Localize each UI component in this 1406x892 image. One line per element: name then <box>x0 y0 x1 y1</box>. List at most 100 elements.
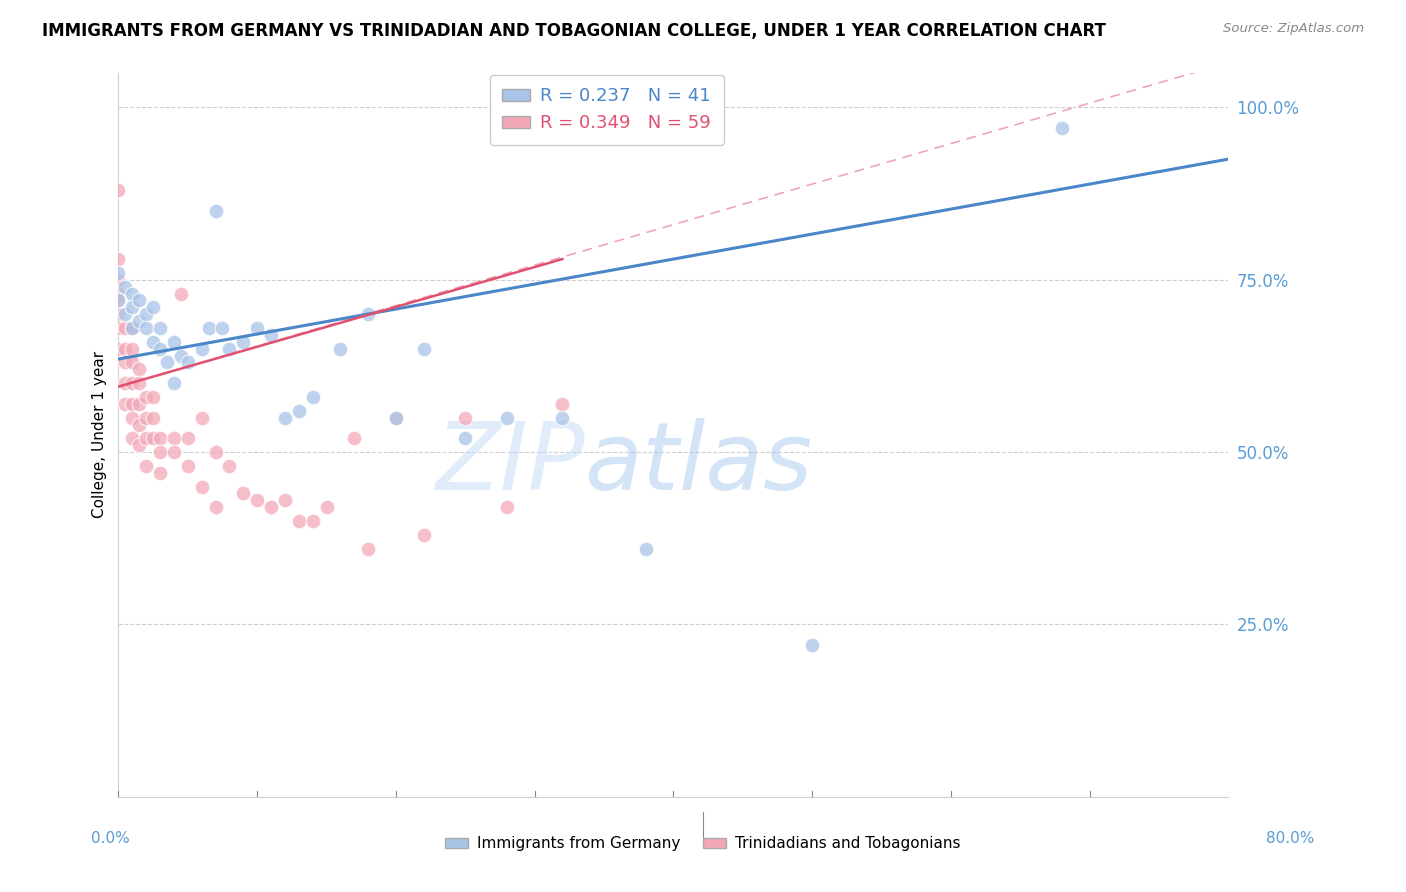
Point <box>142 301 165 315</box>
Point <box>163 334 186 349</box>
Point <box>634 541 657 556</box>
Legend: R = 0.237   N = 41, R = 0.349   N = 59: R = 0.237 N = 41, R = 0.349 N = 59 <box>489 75 724 145</box>
Point <box>246 493 269 508</box>
Point <box>121 431 143 445</box>
Point <box>142 410 165 425</box>
Point <box>107 342 129 356</box>
Text: ZIP: ZIP <box>434 418 585 509</box>
Point <box>177 355 200 369</box>
Text: 0.0%: 0.0% <box>91 831 131 846</box>
Point <box>135 431 157 445</box>
Point <box>551 410 574 425</box>
Y-axis label: College, Under 1 year: College, Under 1 year <box>93 351 107 518</box>
Point <box>156 355 179 369</box>
Point <box>114 342 136 356</box>
Point <box>128 314 150 328</box>
Point <box>114 321 136 335</box>
Point <box>128 438 150 452</box>
Point <box>232 334 254 349</box>
Point <box>107 293 129 308</box>
Point <box>114 397 136 411</box>
Point <box>260 500 283 515</box>
Point <box>149 445 172 459</box>
Point <box>1050 121 1073 136</box>
Point <box>128 293 150 308</box>
Point <box>343 431 366 445</box>
Point <box>204 500 226 515</box>
Point <box>204 203 226 218</box>
Point <box>107 321 129 335</box>
Point <box>107 307 129 321</box>
Point <box>128 362 150 376</box>
Point <box>288 514 311 528</box>
Point <box>190 479 212 493</box>
Point <box>121 355 143 369</box>
Point <box>218 458 240 473</box>
Point <box>135 458 157 473</box>
Point <box>197 321 219 335</box>
Point <box>177 458 200 473</box>
Point <box>274 410 297 425</box>
Point <box>128 376 150 391</box>
Point <box>190 342 212 356</box>
Point <box>114 376 136 391</box>
Point <box>551 397 574 411</box>
Point <box>114 355 136 369</box>
Point <box>135 390 157 404</box>
Point <box>128 397 150 411</box>
Point <box>412 342 434 356</box>
Text: Source: ZipAtlas.com: Source: ZipAtlas.com <box>1223 22 1364 36</box>
Point <box>135 410 157 425</box>
Point <box>121 376 143 391</box>
Point <box>357 541 380 556</box>
Point <box>163 445 186 459</box>
Point <box>170 349 193 363</box>
Point <box>107 183 129 197</box>
Point <box>163 376 186 391</box>
Point <box>142 334 165 349</box>
Point <box>177 431 200 445</box>
Point <box>170 286 193 301</box>
Point <box>149 431 172 445</box>
Point <box>288 403 311 417</box>
Point <box>315 500 337 515</box>
Point <box>149 321 172 335</box>
Point <box>496 500 519 515</box>
Point <box>190 410 212 425</box>
Point <box>163 431 186 445</box>
Text: 80.0%: 80.0% <box>1267 831 1315 846</box>
Point <box>329 342 352 356</box>
Point <box>149 466 172 480</box>
Legend: Immigrants from Germany, Trinidadians and Tobagonians: Immigrants from Germany, Trinidadians an… <box>439 830 967 857</box>
Point <box>142 390 165 404</box>
Point <box>357 307 380 321</box>
Point <box>385 410 408 425</box>
Text: IMMIGRANTS FROM GERMANY VS TRINIDADIAN AND TOBAGONIAN COLLEGE, UNDER 1 YEAR CORR: IMMIGRANTS FROM GERMANY VS TRINIDADIAN A… <box>42 22 1107 40</box>
Point <box>107 293 129 308</box>
Point <box>142 431 165 445</box>
Point <box>218 342 240 356</box>
Point <box>121 342 143 356</box>
Point <box>385 410 408 425</box>
Point <box>121 321 143 335</box>
Text: atlas: atlas <box>585 418 813 509</box>
Point <box>121 321 143 335</box>
Point <box>114 307 136 321</box>
Point <box>107 273 129 287</box>
Point <box>454 410 477 425</box>
Point <box>260 327 283 342</box>
Point <box>107 286 129 301</box>
Point <box>107 252 129 266</box>
Point <box>301 390 323 404</box>
Point <box>121 286 143 301</box>
Point <box>135 321 157 335</box>
Point <box>121 410 143 425</box>
Point <box>232 486 254 500</box>
Point <box>454 431 477 445</box>
Point <box>301 514 323 528</box>
Point <box>128 417 150 432</box>
Point <box>121 301 143 315</box>
Point <box>246 321 269 335</box>
Point <box>121 397 143 411</box>
Point <box>412 528 434 542</box>
